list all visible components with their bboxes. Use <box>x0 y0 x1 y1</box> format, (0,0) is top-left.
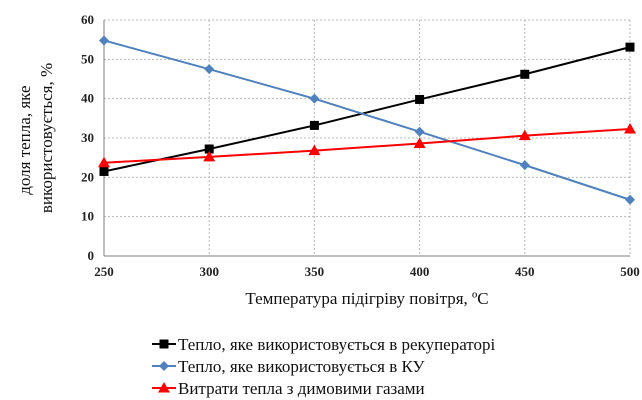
series-1-point-4 <box>519 160 530 171</box>
axes <box>103 20 630 257</box>
y-tick-0: 0 <box>88 248 95 263</box>
series-1 <box>99 35 635 205</box>
x-tick-500: 500 <box>620 264 640 279</box>
legend-marker-1 <box>159 361 169 371</box>
y-tick-20: 20 <box>81 169 94 184</box>
x-axis-label: Температура підігріву повітря, ºC <box>245 289 488 308</box>
series-2-line <box>103 127 631 164</box>
series-1-point-1 <box>204 64 215 75</box>
series-2-point-5 <box>624 122 636 134</box>
x-tick-300: 300 <box>199 264 219 279</box>
y-tick-10: 10 <box>81 209 94 224</box>
legend-item-0: Тепло, яке використовується в рекуперато… <box>152 335 496 354</box>
x-tick-450: 450 <box>515 264 535 279</box>
series-2-point-2 <box>308 144 321 156</box>
series-2-point-0 <box>98 156 110 168</box>
series-1-point-5 <box>625 194 635 205</box>
grid-lines <box>104 19 631 256</box>
legend-label-1: Тепло, яке використовується в КУ <box>178 357 425 376</box>
y-tick-labels: 0 10 20 30 40 50 60 <box>81 12 94 263</box>
legend-marker-2 <box>158 382 170 393</box>
legend-marker-0 <box>159 339 169 349</box>
series-0-line <box>103 46 631 173</box>
y-tick-40: 40 <box>81 91 94 106</box>
x-tick-250: 250 <box>94 264 114 279</box>
series-0-point-4 <box>520 69 530 79</box>
series-0 <box>99 42 635 176</box>
series-2-point-1 <box>203 150 216 162</box>
series-2-point-4 <box>518 129 531 141</box>
legend-label-0: Тепло, яке використовується в рекуперато… <box>178 335 496 354</box>
y-tick-30: 30 <box>81 130 94 145</box>
series-2-point-3 <box>413 137 426 149</box>
series-0-point-3 <box>415 94 425 104</box>
series-1-point-2 <box>309 93 320 104</box>
y-axis-label-line-2: використовується, % <box>37 63 56 213</box>
series-0-point-1 <box>204 144 214 154</box>
series-0-point-5 <box>625 42 635 52</box>
series-0-point-2 <box>309 120 319 130</box>
y-axis-label-line-1: доля тепла, яке <box>15 85 34 194</box>
series-2 <box>98 122 636 168</box>
y-tick-50: 50 <box>81 51 94 66</box>
x-tick-400: 400 <box>410 264 430 279</box>
y-tick-60: 60 <box>81 12 94 27</box>
series-1-line <box>103 39 631 201</box>
y-axis-label: доля тепла, яке використовується, % <box>15 63 56 213</box>
legend: Тепло, яке використовується в рекуперато… <box>152 335 496 398</box>
legend-item-1: Тепло, яке використовується в КУ <box>152 357 425 376</box>
series-1-point-0 <box>99 35 109 46</box>
series-1-point-3 <box>414 126 425 137</box>
x-tick-350: 350 <box>305 264 325 279</box>
x-tick-labels: 250 300 350 400 450 500 <box>94 264 640 279</box>
legend-label-2: Витрати тепла з димовими газами <box>178 379 425 398</box>
series-group <box>98 35 636 205</box>
legend-item-2: Витрати тепла з димовими газами <box>152 379 425 398</box>
series-0-point-0 <box>99 166 109 176</box>
